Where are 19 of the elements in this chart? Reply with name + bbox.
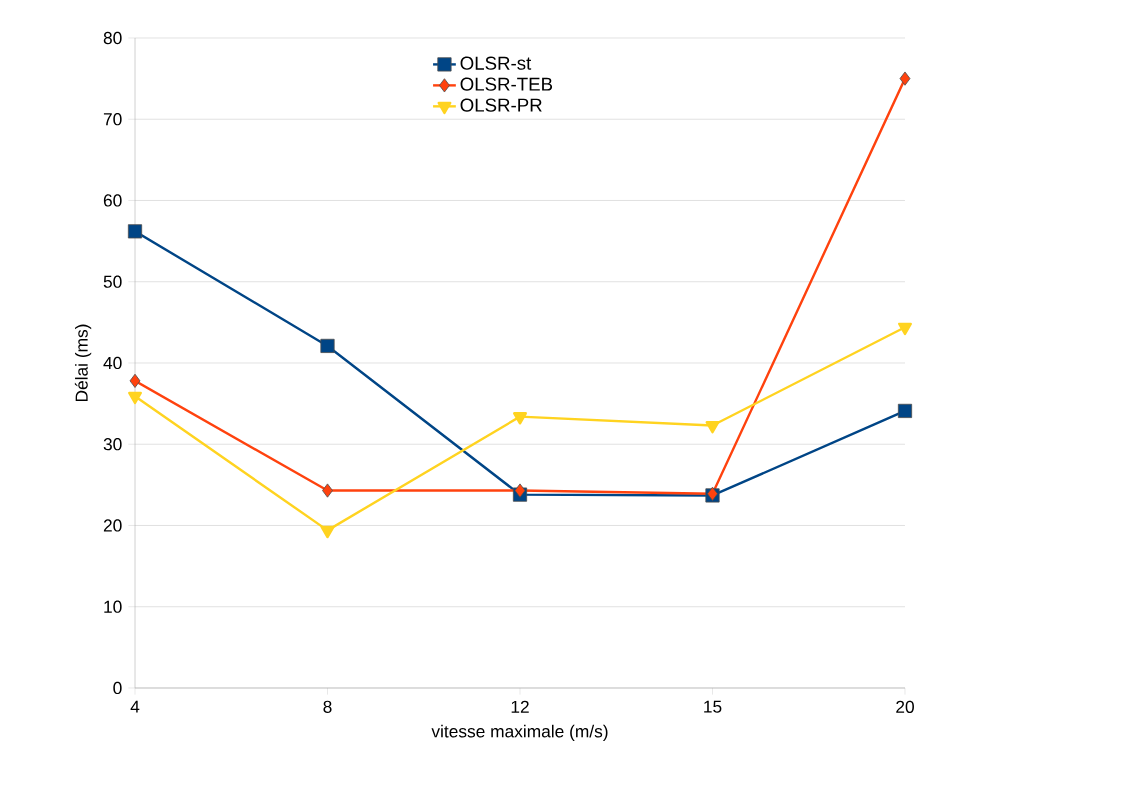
y-tick-label: 0 xyxy=(113,681,122,695)
legend-label: OLSR-TEB xyxy=(460,77,553,91)
x-tick-label: 8 xyxy=(323,700,332,713)
y-tick-label: 10 xyxy=(104,600,122,613)
x-tick-label: 4 xyxy=(130,700,140,713)
y-tick-label: 60 xyxy=(103,194,122,207)
y-tick-label: 30 xyxy=(103,438,122,451)
legend-label: OLSR-PR xyxy=(460,98,542,112)
legend-label: OLSR-st xyxy=(460,56,532,70)
y-tick-label: 20 xyxy=(103,519,122,532)
x-tick-label: 12 xyxy=(511,700,529,713)
y-tick-label: 50 xyxy=(103,275,122,288)
y-tick-label: 70 xyxy=(103,113,122,126)
x-tick-label: 15 xyxy=(704,700,722,713)
y-axis-title: Délai (ms) xyxy=(74,324,92,402)
x-axis-title: vitesse maximale (m/s) xyxy=(431,724,608,741)
y-tick-label: 80 xyxy=(103,31,122,45)
y-tick-label: 40 xyxy=(103,356,122,370)
x-tick-label: 20 xyxy=(896,700,914,713)
